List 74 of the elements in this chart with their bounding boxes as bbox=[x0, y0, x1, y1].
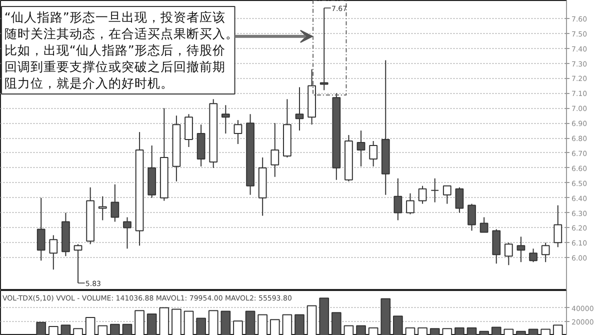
bar bbox=[442, 328, 452, 335]
candlestick bbox=[98, 196, 107, 221]
bar bbox=[516, 330, 526, 335]
bar bbox=[356, 325, 366, 335]
candlestick bbox=[529, 248, 538, 263]
bar bbox=[319, 298, 330, 335]
bar bbox=[159, 307, 170, 335]
bar bbox=[184, 310, 194, 335]
candlestick bbox=[468, 203, 476, 232]
candlestick bbox=[455, 186, 464, 214]
annotation: 随时关注其动态，在合适买点果断买入。 bbox=[4, 26, 238, 41]
bar bbox=[98, 325, 108, 335]
candlestick bbox=[442, 185, 452, 204]
bar bbox=[540, 328, 551, 335]
annotation: 阻力位，就是介入的好时机。 bbox=[4, 76, 174, 90]
bar bbox=[73, 328, 83, 335]
candlestick bbox=[36, 197, 46, 262]
candlestick bbox=[184, 114, 193, 148]
bar bbox=[134, 310, 144, 335]
bar bbox=[380, 298, 391, 335]
candlestick bbox=[406, 192, 414, 215]
bar bbox=[491, 326, 502, 335]
bar bbox=[393, 316, 403, 335]
bar bbox=[220, 310, 231, 335]
bar bbox=[258, 314, 268, 335]
bar bbox=[466, 327, 477, 335]
bar bbox=[294, 314, 304, 335]
candlestick bbox=[123, 216, 132, 250]
bar bbox=[233, 320, 243, 335]
candlestick bbox=[541, 242, 550, 263]
bar bbox=[146, 314, 157, 335]
candlestick bbox=[295, 86, 304, 132]
bar bbox=[36, 322, 46, 335]
candlestick bbox=[504, 242, 513, 266]
bar bbox=[270, 319, 280, 335]
bar bbox=[552, 324, 563, 335]
bar bbox=[368, 327, 378, 335]
candlestick bbox=[110, 184, 120, 222]
bar bbox=[208, 310, 218, 335]
bar bbox=[344, 325, 354, 335]
bar bbox=[85, 317, 96, 335]
annotation: “仙人指路”形态一旦出现，投资者应该 bbox=[4, 10, 226, 24]
bar bbox=[504, 328, 514, 335]
bar bbox=[454, 327, 464, 335]
bar bbox=[60, 324, 71, 335]
candlestick bbox=[480, 216, 488, 233]
candlestick bbox=[554, 204, 562, 248]
candlestick bbox=[270, 122, 280, 178]
bar bbox=[122, 324, 132, 335]
candlestick bbox=[369, 140, 378, 167]
candlestick bbox=[418, 185, 427, 204]
bar bbox=[479, 330, 489, 335]
bar bbox=[418, 327, 428, 335]
candlestick bbox=[234, 120, 242, 145]
candlestick bbox=[356, 130, 366, 167]
bar bbox=[331, 312, 342, 335]
bar bbox=[110, 324, 120, 335]
bar bbox=[306, 305, 317, 335]
candlestick bbox=[430, 178, 440, 203]
bar bbox=[282, 314, 292, 335]
bar bbox=[48, 326, 58, 335]
bar bbox=[528, 328, 538, 335]
annotation: 比如，出现“仙人指路”形态后，待股价 bbox=[4, 42, 226, 58]
bar bbox=[172, 308, 182, 335]
bar bbox=[196, 318, 206, 335]
candlestick bbox=[49, 234, 58, 270]
candlestick bbox=[221, 104, 230, 134]
candlestick bbox=[492, 228, 501, 264]
bar bbox=[405, 327, 416, 335]
bar bbox=[245, 310, 256, 335]
candlestick bbox=[516, 236, 526, 263]
candlestick bbox=[394, 178, 402, 221]
bar bbox=[430, 328, 440, 335]
annotation: 回调到重要支撑位或突破之后回撤前期 bbox=[4, 59, 226, 74]
